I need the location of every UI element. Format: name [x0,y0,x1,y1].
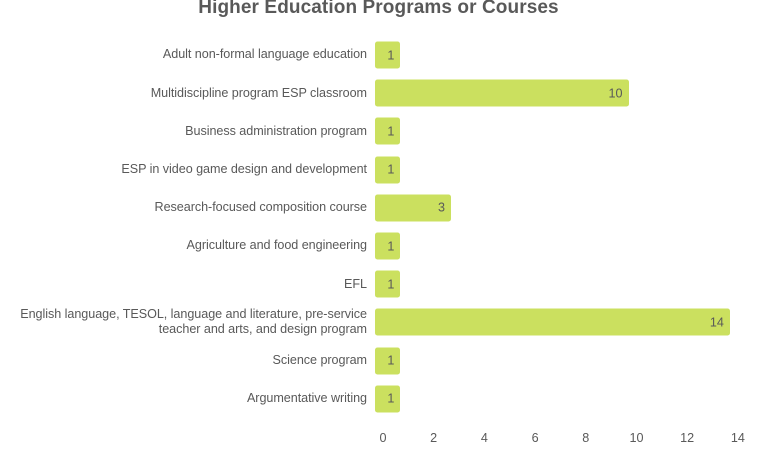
bar-track: 1 [375,151,757,189]
category-label: Argumentative writing [246,391,367,406]
bar-row: Multidiscipline program ESP classroom 10 [0,74,757,112]
chart-title: Higher Education Programs or Courses [198,0,559,18]
x-axis-tick-label: 2 [430,431,438,445]
category-label: Agriculture and food engineering [186,238,368,253]
bar-track: 1 [375,36,757,74]
bar: 3 [375,194,452,222]
bar-row: Research-focused composition course 3 [0,189,757,227]
bar-track: 14 [375,303,757,341]
bar-track: 1 [375,265,757,303]
bar: 1 [375,117,401,145]
category-label: EFL [344,276,367,291]
bar: 1 [375,232,401,260]
bar-value-label: 1 [387,353,395,368]
bar-row: Business administration program 1 [0,112,757,150]
bar-track: 10 [375,74,757,112]
x-axis-tick-label: 4 [480,431,488,445]
category-label: Business administration program [185,123,367,138]
bar-value-label: 1 [387,162,395,177]
bar: 1 [375,270,401,298]
x-axis-tick-label: 8 [582,431,590,445]
category-label: Science program [272,352,368,367]
x-axis-tick-label: 12 [680,431,695,445]
bar-row: ESP in video game design and development… [0,151,757,189]
bar: 14 [375,308,730,336]
bar-row: Agriculture and food engineering 1 [0,227,757,265]
x-axis-tick-label: 10 [629,431,644,445]
x-axis-tick-label: 0 [379,431,387,445]
x-axis-tick-label: 14 [730,431,745,445]
bar: 1 [375,385,401,413]
bar: 10 [375,79,629,107]
bar-value-label: 1 [387,48,395,63]
bar-track: 1 [375,112,757,150]
bar-track: 1 [375,380,757,418]
bar-value-label: 1 [387,391,395,406]
x-axis-tick-label: 6 [531,431,539,445]
bar-value-label: 1 [387,124,395,139]
plot-area: Adult non-formal language education 1 Mult… [0,36,757,431]
bar-track: 1 [375,342,757,380]
bar-row: EFL 1 [0,265,757,303]
bar-row: Adult non-formal language education 1 [0,36,757,74]
bar-value-label: 14 [709,315,724,330]
x-axis: 0 2 4 6 8 10 12 14 [379,431,757,449]
bar-value-label: 3 [438,200,446,215]
category-label: English language, TESOL, language and li… [20,306,367,337]
category-label: Research-focused composition course [154,200,368,215]
bar-value-label: 10 [608,86,623,101]
bar: 1 [375,156,401,184]
bar-row: Argumentative writing 1 [0,380,757,418]
bar-track: 3 [375,189,757,227]
bar-row: English language, TESOL, language and li… [0,303,757,341]
bar-track: 1 [375,227,757,265]
bar-row: Science program 1 [0,342,757,380]
category-label: Multidiscipline program ESP classroom [150,85,367,100]
bar-value-label: 1 [387,239,395,254]
category-label: Adult non-formal language education [162,47,367,62]
bar: 1 [375,347,401,375]
bar-value-label: 1 [387,277,395,292]
bar: 1 [375,41,401,69]
category-label: ESP in video game design and development [121,161,367,176]
